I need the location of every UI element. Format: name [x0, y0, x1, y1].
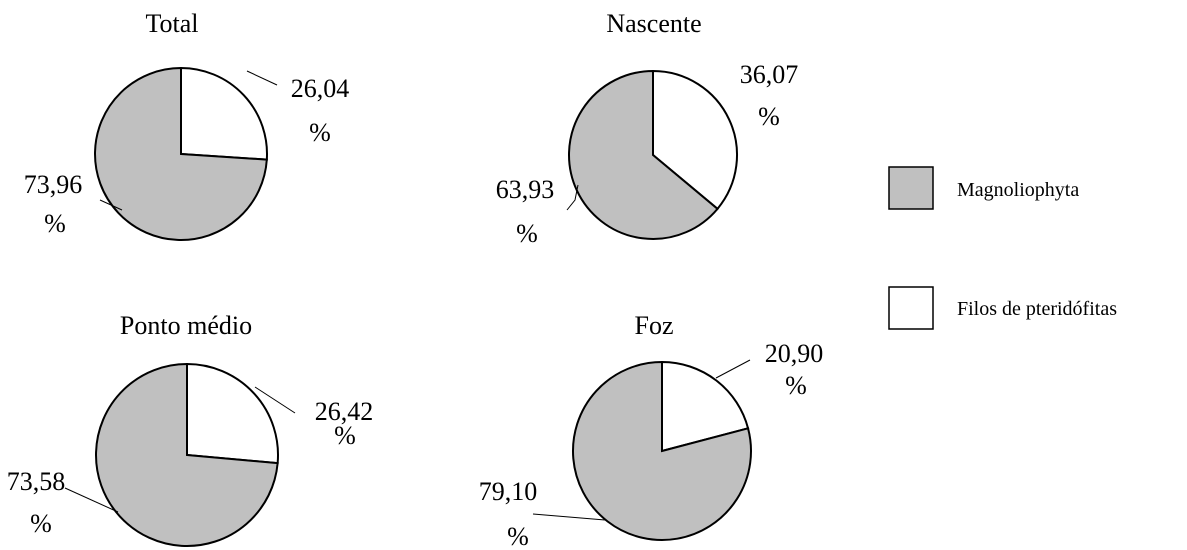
- data-label-ponto-medio-pteridofitas-value: 26,42: [315, 397, 374, 426]
- pie-slice-ponto-medio-magnoliophyta: [95, 362, 279, 547]
- legend: Magnoliophyta Filos de pteridófitas: [888, 166, 1117, 330]
- pie-slice-foz-pteridofitas: [661, 360, 750, 453]
- legend-label-pteridofitas: Filos de pteridófitas: [957, 298, 1117, 320]
- leader-line-total-magnoliophyta: [99, 199, 123, 211]
- data-label-foz-pteridofitas-value: 20,90: [765, 339, 824, 368]
- data-label-foz-magnoliophyta-unit: %: [507, 522, 529, 550]
- pie-slice-nascente-pteridofitas: [652, 69, 738, 211]
- pie-slice-foz-magnoliophyta: [571, 360, 752, 541]
- data-label-total-pteridofitas-unit: %: [309, 118, 331, 147]
- data-label-nascente-pteridofitas-value: 36,07: [740, 60, 799, 89]
- pie-ponto-medio: [95, 362, 279, 547]
- data-label-ponto-medio-magnoliophyta-unit: %: [30, 509, 52, 538]
- leader-line-ponto-medio-pteridofitas: [254, 386, 296, 414]
- pie-slice-total-magnoliophyta: [94, 66, 268, 241]
- chart-title-nascente: Nascente: [606, 9, 701, 38]
- pie-foz: [571, 360, 752, 541]
- data-label-nascente-magnoliophyta-unit: %: [516, 219, 538, 248]
- data-label-foz-magnoliophyta-value: 79,10: [479, 477, 538, 506]
- legend-label-magnoliophyta: Magnoliophyta: [957, 179, 1079, 201]
- data-label-nascente-magnoliophyta-value: 63,93: [496, 175, 555, 204]
- data-label-nascente-pteridofitas-unit: %: [758, 102, 780, 131]
- pie-slice-total-pteridofitas: [180, 66, 268, 161]
- leader-line-ponto-medio-magnoliophyta: [64, 487, 119, 513]
- data-label-total-magnoliophyta-value: 73,96: [24, 170, 83, 199]
- chart-title-total: Total: [145, 9, 198, 38]
- legend-swatch-magnoliophyta: [888, 166, 934, 210]
- chart-title-ponto-medio: Ponto médio: [120, 311, 252, 340]
- leader-line-foz-magnoliophyta: [532, 513, 606, 521]
- leader-line-foz-pteridofitas: [715, 359, 751, 379]
- leader-line-nascente-magnoliophyta: [566, 184, 579, 211]
- pie-slice-ponto-medio-pteridofitas: [186, 362, 279, 465]
- data-label-ponto-medio-magnoliophyta-value: 73,58: [7, 467, 66, 496]
- pie-total: [94, 66, 268, 241]
- legend-swatch-pteridofitas: [888, 286, 934, 330]
- chart-title-foz: Foz: [635, 311, 674, 340]
- leader-line-total-pteridofitas: [246, 70, 278, 86]
- pie-nascente: [568, 69, 738, 240]
- data-label-foz-pteridofitas-unit: %: [785, 371, 807, 400]
- data-label-ponto-medio-pteridofitas-unit: %: [334, 421, 356, 450]
- data-label-total-pteridofitas-value: 26,04: [291, 74, 350, 103]
- data-label-total-magnoliophyta-unit: %: [44, 209, 66, 238]
